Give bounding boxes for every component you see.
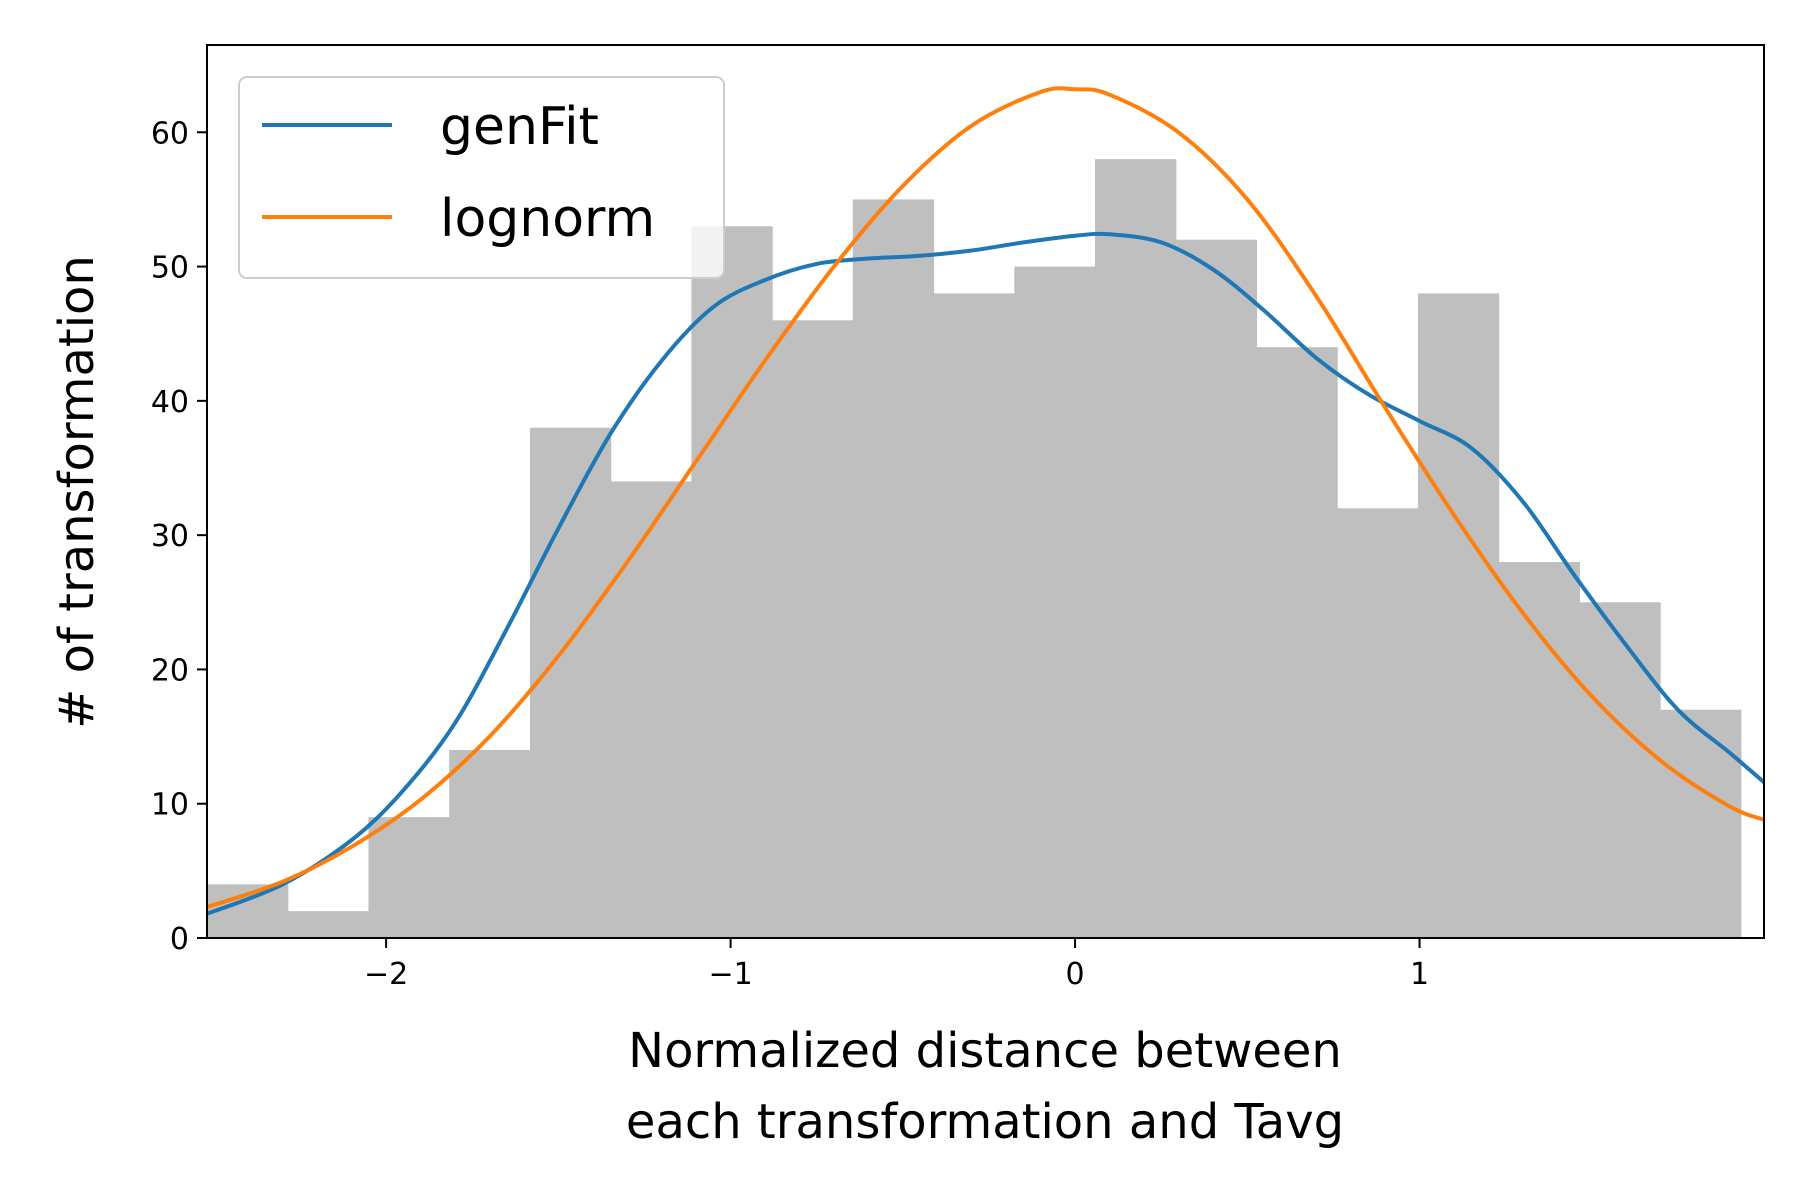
histogram-bar xyxy=(1418,293,1499,938)
histogram-bar xyxy=(1014,267,1095,938)
histogram-bar xyxy=(368,817,449,938)
histogram-bar xyxy=(1660,710,1741,938)
histogram-bar xyxy=(1579,602,1660,938)
histogram-bar xyxy=(1176,240,1257,938)
y-tick-label: 40 xyxy=(151,385,189,420)
x-tick-label: −2 xyxy=(364,957,408,992)
x-tick-label: −1 xyxy=(708,957,752,992)
legend-label-genfit: genFit xyxy=(440,97,599,157)
histogram-bar xyxy=(934,293,1015,938)
histogram-bar xyxy=(1499,562,1580,938)
histogram-bar xyxy=(288,911,369,938)
histogram-bar xyxy=(1095,159,1176,938)
y-tick-label: 10 xyxy=(151,788,189,823)
histogram-bar xyxy=(1256,347,1337,938)
x-axis-title-line-1: Normalized distance between xyxy=(628,1023,1342,1079)
y-tick-label: 0 xyxy=(170,922,189,957)
legend: genFit lognorm xyxy=(239,77,724,278)
y-tick-label: 20 xyxy=(151,653,189,688)
y-tick-label: 30 xyxy=(151,519,189,554)
histogram-bar xyxy=(611,481,692,938)
y-axis-title: # of transformation xyxy=(49,255,105,729)
histogram-bar xyxy=(691,226,772,938)
y-tick-label: 60 xyxy=(151,116,189,151)
histogram-bar xyxy=(853,199,934,938)
y-tick-label: 50 xyxy=(151,251,189,286)
legend-label-lognorm: lognorm xyxy=(440,189,655,249)
histogram-bar xyxy=(449,750,530,938)
histogram-bar xyxy=(772,320,853,938)
x-tick-label: 1 xyxy=(1410,957,1429,992)
x-tick-label: 0 xyxy=(1066,957,1085,992)
histogram-bar xyxy=(1337,508,1418,938)
x-axis-title-line-2: each transformation and Tavg xyxy=(626,1094,1344,1150)
